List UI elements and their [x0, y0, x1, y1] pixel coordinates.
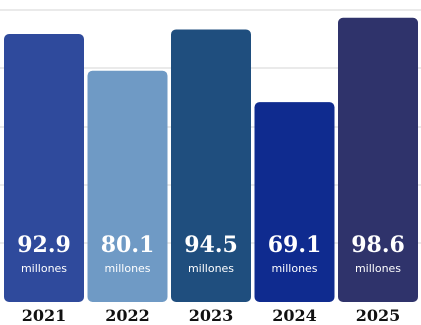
bar-2024 [254, 102, 335, 302]
x-tick-2024: 2024 [272, 306, 317, 325]
unit-label-2025: millones [355, 262, 401, 275]
unit-label-2022: millones [104, 262, 150, 275]
unit-label-2023: millones [188, 262, 234, 275]
value-label-2025: 98.6 [351, 232, 405, 258]
bar-2022 [87, 70, 168, 302]
value-label-2022: 80.1 [101, 232, 155, 258]
x-axis-ticks: 2021 2022 2023 2024 2025 [22, 306, 401, 325]
value-labels: 92.9 millones 80.1 millones 94.5 millones 69.1… [17, 232, 405, 275]
bars [4, 17, 418, 303]
x-tick-2022: 2022 [105, 306, 150, 325]
x-tick-2023: 2023 [189, 306, 234, 325]
x-tick-2025: 2025 [356, 306, 401, 325]
bar-2025 [338, 17, 418, 302]
value-label-2021: 92.9 [17, 232, 71, 258]
unit-label-2024: millones [271, 262, 317, 275]
value-label-2023: 94.5 [184, 232, 238, 258]
value-label-2024: 69.1 [268, 232, 322, 258]
bar-2023 [171, 29, 251, 303]
x-tick-2021: 2021 [22, 306, 67, 325]
bar-2021 [4, 34, 84, 303]
unit-label-2021: millones [21, 262, 67, 275]
